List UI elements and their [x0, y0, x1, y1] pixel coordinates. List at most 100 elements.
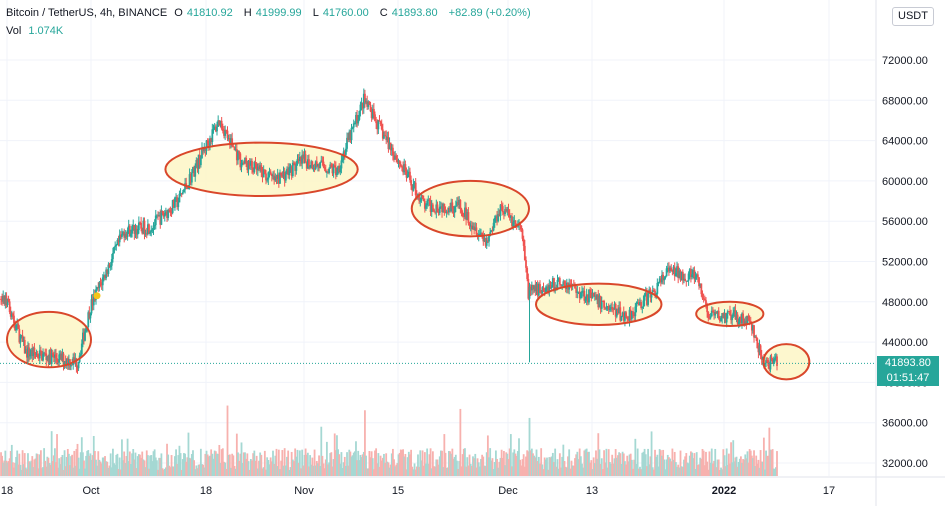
candle-body: [146, 224, 149, 234]
candle-body: [754, 336, 757, 338]
candle-body: [632, 311, 634, 315]
candle-body: [713, 311, 715, 316]
volume-bar: [418, 466, 421, 476]
volume-bar: [210, 449, 213, 476]
candle-body: [504, 209, 506, 215]
candle-body: [10, 313, 13, 317]
volume-bar: [646, 466, 648, 476]
candle-body: [3, 295, 6, 305]
volume-bar: [380, 460, 383, 476]
currency-button[interactable]: USDT: [892, 7, 934, 26]
volume-bar: [179, 453, 182, 476]
candle-body: [131, 226, 133, 234]
annotation-ellipse-fill-3: [411, 180, 529, 237]
volume-bar: [323, 468, 326, 476]
volume-bar: [116, 453, 119, 476]
volume-bar: [315, 460, 318, 476]
volume-bar: [758, 467, 761, 476]
candle-body: [557, 278, 560, 281]
candle-body: [640, 302, 643, 309]
volume-bar: [44, 460, 47, 476]
volume-bar: [458, 460, 461, 476]
candle-body: [283, 172, 286, 181]
candle-body: [679, 270, 682, 281]
x-tick-label: Nov: [294, 485, 314, 497]
candle-body: [497, 214, 500, 222]
volume-bar: [628, 454, 631, 476]
candle-body: [290, 166, 293, 176]
candle-body: [600, 300, 603, 309]
candle-body: [734, 310, 737, 320]
volume-bar: [134, 452, 137, 476]
volume-bar: [47, 457, 50, 476]
volume-bar: [550, 456, 553, 476]
candle-body: [680, 271, 683, 281]
volume-bar: [261, 468, 264, 476]
volume-bar: [604, 462, 607, 476]
volume-bar: [383, 453, 385, 476]
volume-bar: [639, 466, 641, 476]
candle-body: [134, 228, 137, 234]
volume-bar: [209, 455, 211, 476]
candle-body: [62, 353, 65, 365]
candle-body: [656, 282, 659, 294]
candle-body: [34, 353, 37, 355]
candle-body: [126, 230, 129, 237]
candle-body: [661, 274, 663, 283]
candle-body: [387, 137, 390, 150]
candle-body: [143, 220, 146, 235]
candle-body: [410, 180, 413, 186]
volume-bar: [34, 458, 37, 476]
candle-body: [155, 215, 158, 217]
volume-bar: [330, 452, 333, 476]
candle-body: [595, 295, 597, 300]
candle-body: [700, 283, 703, 295]
volume-bar: [448, 450, 450, 476]
candle-body: [228, 138, 231, 144]
candle-body: [254, 162, 257, 164]
candle-body: [348, 131, 351, 140]
volume-bar: [372, 469, 375, 476]
candle-body: [412, 184, 415, 191]
volume-bar: [640, 469, 643, 476]
candle-body: [428, 199, 431, 201]
volume-bar: [553, 462, 555, 476]
volume-bar: [643, 448, 646, 476]
candle-body: [730, 315, 732, 321]
candle-body: [615, 308, 618, 317]
candle-body: [340, 160, 343, 169]
volume-bar: [273, 463, 276, 476]
candle-body: [298, 156, 301, 161]
volume-bar: [574, 458, 576, 476]
candle-body: [356, 115, 358, 124]
volume-bar: [596, 458, 599, 476]
candle-body: [275, 176, 278, 179]
volume-bar: [85, 455, 88, 476]
candle-body: [80, 343, 83, 355]
volume-bar: [286, 456, 288, 476]
volume-bar: [403, 456, 406, 476]
volume-bar: [317, 463, 319, 476]
candle-body: [97, 287, 100, 289]
candle-body: [171, 200, 174, 213]
candle-body: [110, 259, 113, 266]
volume-bar: [509, 434, 512, 476]
candle-body: [752, 325, 754, 331]
volume-bar: [121, 439, 123, 476]
volume-bar: [743, 459, 746, 476]
candle-body: [636, 302, 639, 304]
candle-body: [293, 162, 295, 164]
candle-body: [118, 234, 121, 243]
volume-bar: [32, 467, 35, 476]
volume-bar: [62, 469, 65, 476]
volume-bar: [275, 448, 278, 476]
volume-bar: [311, 457, 314, 476]
volume-bar: [656, 454, 659, 476]
candle-body: [333, 165, 336, 168]
volume-bar: [107, 467, 110, 476]
symbol-label[interactable]: Bitcoin / TetherUS, 4h, BINANCE: [6, 7, 168, 19]
candle-body: [771, 358, 774, 364]
volume-bar: [195, 465, 198, 476]
